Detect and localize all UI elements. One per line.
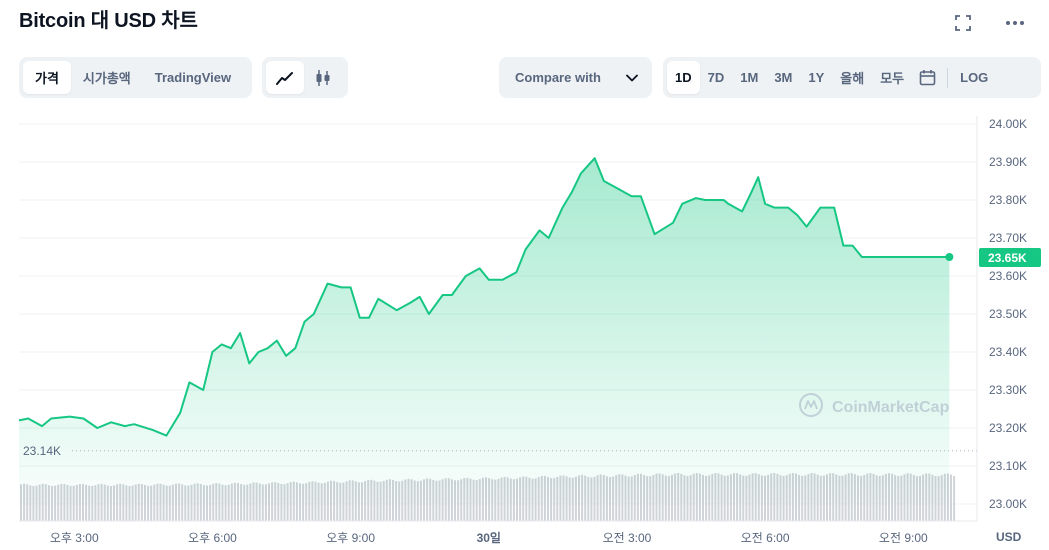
toolbar-divider (947, 67, 949, 88)
log-scale-button[interactable]: LOG (960, 70, 989, 85)
time-range-tabs: 1D 7D 1M 3M 1Y 올해 모두 LOG (663, 57, 1041, 98)
range-7d[interactable]: 7D (707, 70, 725, 85)
y-tick-label: 23.10K (989, 459, 1027, 473)
line-chart-button[interactable] (266, 61, 304, 94)
current-price-marker (945, 253, 954, 261)
x-tick-label: 오후 3:00 (50, 531, 99, 545)
x-tick-label: 오후 9:00 (326, 531, 375, 545)
tab-tradingview[interactable]: TradingView (154, 70, 232, 85)
calendar-icon (919, 70, 936, 86)
y-tick-label: 23.50K (989, 307, 1027, 321)
volume-bar (950, 474, 952, 521)
price-area (19, 158, 950, 504)
y-tick-label: 23.60K (989, 269, 1027, 283)
reference-line-label: 23.14K (23, 444, 61, 458)
y-tick-label: 23.40K (989, 345, 1027, 359)
range-3m[interactable]: 3M (774, 70, 793, 85)
y-tick-label: 23.70K (989, 231, 1027, 245)
chart-type-tabs (262, 57, 348, 98)
x-tick-label: 오전 9:00 (879, 531, 928, 545)
volume-bar (953, 475, 956, 521)
range-1y[interactable]: 1Y (808, 70, 825, 85)
view-tabs: 가격 시가총액 TradingView (19, 57, 252, 98)
y-tick-label: 23.00K (989, 497, 1027, 511)
x-tick-label: 오전 6:00 (741, 531, 790, 545)
range-ytd[interactable]: 올해 (840, 71, 865, 86)
y-tick-label: 23.90K (989, 155, 1027, 169)
range-1d[interactable]: 1D (667, 61, 700, 94)
compare-with-label: Compare with (515, 70, 601, 85)
range-all[interactable]: 모두 (880, 71, 905, 86)
x-tick-label: 30일 (477, 531, 501, 545)
y-tick-label: 24.00K (989, 117, 1027, 131)
coinmarketcap-watermark: CoinMarketCap (799, 393, 950, 417)
x-tick-label: 오전 3:00 (603, 531, 652, 545)
compare-with-dropdown[interactable]: Compare with (499, 57, 652, 98)
line-chart-icon (276, 71, 293, 85)
chevron-down-icon (626, 74, 638, 81)
tab-market-cap[interactable]: 시가총액 (82, 71, 131, 86)
y-tick-label: 23.20K (989, 421, 1027, 435)
y-axis-unit-label: USD (996, 530, 1022, 544)
current-price-badge (979, 248, 1041, 267)
chart-title: Bitcoin 대 USD 차트 (19, 10, 198, 32)
watermark-text: CoinMarketCap (832, 399, 950, 416)
price-line (18, 157, 950, 437)
more-options-icon[interactable] (1001, 10, 1029, 36)
candlestick-chart-button[interactable] (304, 61, 342, 94)
y-tick-label: 23.30K (989, 383, 1027, 397)
range-1m[interactable]: 1M (740, 70, 759, 85)
x-tick-label: 오후 6:00 (188, 531, 237, 545)
top-icons (949, 10, 1029, 36)
current-price-label: 23.65K (988, 251, 1027, 265)
tab-price[interactable]: 가격 (23, 61, 71, 94)
candlestick-icon (316, 69, 330, 86)
y-tick-label: 23.80K (989, 193, 1027, 207)
date-range-button[interactable] (912, 61, 943, 94)
fullscreen-icon[interactable] (949, 10, 977, 36)
